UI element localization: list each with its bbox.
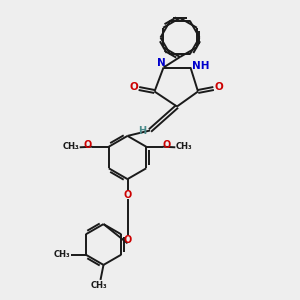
Text: O: O — [129, 82, 138, 92]
Text: CH₃: CH₃ — [53, 250, 70, 259]
Text: NH: NH — [192, 61, 210, 71]
Text: CH₃: CH₃ — [63, 142, 80, 151]
Text: O: O — [123, 190, 132, 200]
Text: O: O — [84, 140, 92, 151]
Text: O: O — [123, 235, 132, 245]
Text: H: H — [138, 126, 146, 136]
Text: methoxy: methoxy — [73, 148, 79, 149]
Text: O: O — [214, 82, 224, 92]
Text: N: N — [157, 58, 166, 68]
Text: CH₃: CH₃ — [176, 142, 192, 151]
Text: CH₃: CH₃ — [91, 281, 108, 290]
Text: O: O — [163, 140, 171, 151]
